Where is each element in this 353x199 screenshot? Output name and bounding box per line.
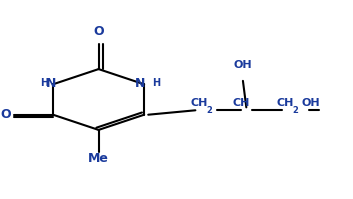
Text: N: N xyxy=(135,77,145,90)
Text: N: N xyxy=(46,77,56,90)
Text: CH: CH xyxy=(233,98,250,108)
Text: CH: CH xyxy=(277,98,294,108)
Text: O: O xyxy=(93,25,104,38)
Text: O: O xyxy=(0,108,11,121)
Text: Me: Me xyxy=(88,152,109,165)
Text: CH: CH xyxy=(190,98,208,108)
Text: 2: 2 xyxy=(206,106,212,115)
Text: H: H xyxy=(152,78,160,88)
Text: 2: 2 xyxy=(293,106,299,115)
Text: OH: OH xyxy=(234,60,252,70)
Text: H: H xyxy=(40,78,48,88)
Text: OH: OH xyxy=(301,98,320,108)
